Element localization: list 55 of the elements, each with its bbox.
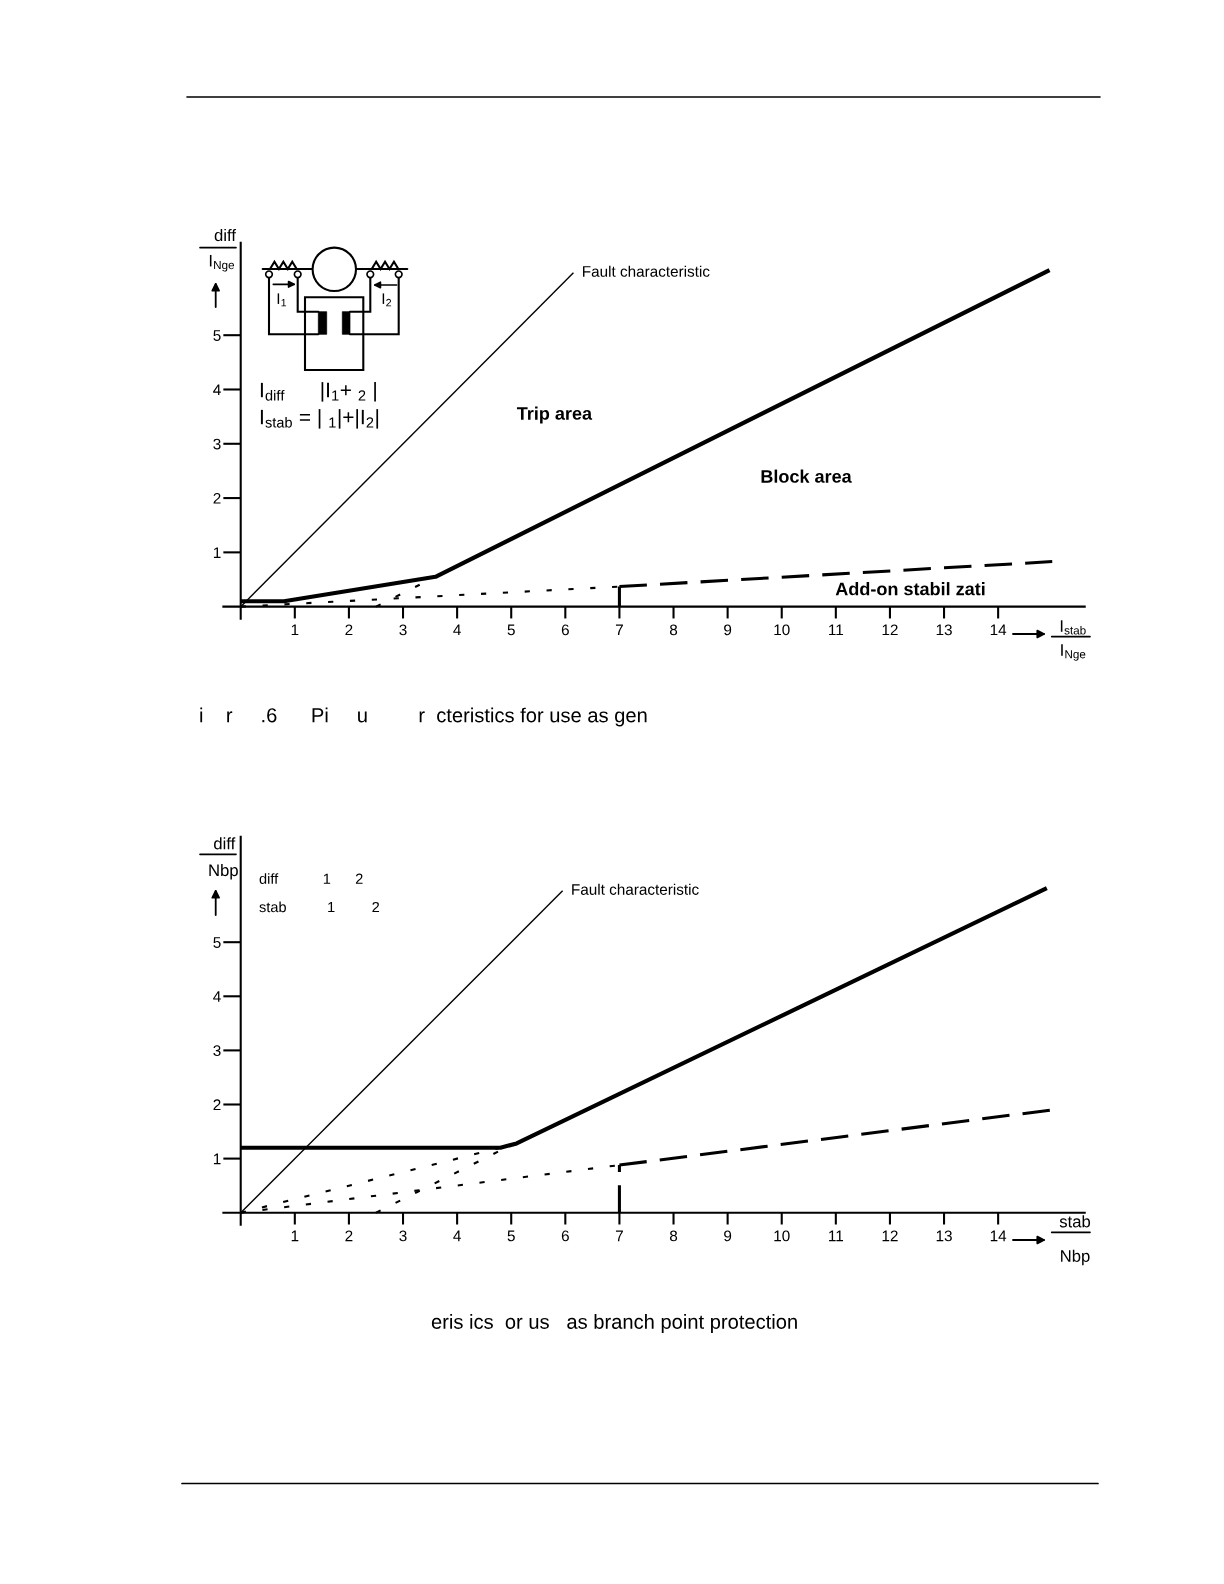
annotation: I$_{stab}$ = | $_{1}$|+|I$_{2}$| bbox=[260, 409, 379, 429]
x-tick-label: 9 bbox=[724, 1230, 732, 1242]
x-tick-label: 11 bbox=[829, 1230, 844, 1242]
annotation: Trip area bbox=[516, 406, 593, 424]
y-tick-label: 3 bbox=[213, 1045, 221, 1057]
series-label: Fault characteristic bbox=[572, 883, 699, 895]
x-tick-label: 7 bbox=[615, 624, 623, 636]
y-tick-label: 2 bbox=[213, 492, 221, 504]
x-tick-label: 12 bbox=[882, 1230, 898, 1242]
y-tick-label: 5 bbox=[213, 937, 221, 948]
x-tick-label: 10 bbox=[774, 1230, 790, 1242]
y-tick-label: 4 bbox=[213, 384, 221, 396]
x-tick-label: 14 bbox=[990, 624, 1007, 636]
y-tick-label: 2 bbox=[213, 1099, 221, 1111]
x-tick-label: 7 bbox=[615, 1230, 623, 1242]
x-tick-label: 6 bbox=[561, 624, 569, 636]
x-tick-label: 2 bbox=[345, 624, 353, 636]
y-tick-label: 3 bbox=[213, 438, 221, 450]
x-tick-label: 8 bbox=[669, 624, 678, 636]
annotation: I$_{1}$ bbox=[277, 293, 287, 307]
text: eris ics or us as branch point protection bbox=[431, 1314, 797, 1333]
x-tick-label: 5 bbox=[507, 624, 515, 636]
annotation: Add-on stabil zati bbox=[835, 582, 985, 596]
y-tick-label: 1 bbox=[213, 1153, 221, 1165]
y-tick-label: 4 bbox=[213, 991, 221, 1002]
text: i r .6 Pi u r cteristics for use as gen bbox=[200, 707, 647, 727]
annotation: stab 1 2 bbox=[259, 901, 380, 913]
text: I$_{diff}$ |I$_{1}$+ $_{2}$ | bbox=[260, 382, 376, 402]
annotation: I$_{2}$ bbox=[382, 293, 392, 307]
y-axis-title: diff Nbp bbox=[209, 837, 238, 880]
x-tick-label: 10 bbox=[774, 624, 790, 636]
x-tick-label: 6 bbox=[561, 1230, 569, 1242]
text: stab Nbp bbox=[1059, 1215, 1091, 1266]
x-tick-label: 1 bbox=[291, 624, 299, 636]
x-axis-title: I$_{stab}$ I$_{Nge}$ bbox=[1060, 620, 1086, 661]
x-tick-label: 3 bbox=[399, 624, 407, 636]
x-tick-label: 11 bbox=[829, 624, 844, 636]
annotation: diff 1 2 bbox=[259, 873, 363, 884]
y-axis-title: diff I$_{Nge}$ bbox=[209, 228, 236, 272]
x-tick-label: 13 bbox=[936, 1230, 952, 1242]
annotation: Block area bbox=[761, 469, 852, 483]
x-tick-label: 3 bbox=[399, 1230, 407, 1242]
x-tick-label: 4 bbox=[453, 624, 461, 636]
x-tick-label: 12 bbox=[882, 624, 898, 636]
x-tick-label: 5 bbox=[507, 1230, 515, 1242]
x-tick-label: 1 bbox=[291, 1230, 299, 1242]
y-tick-label: 5 bbox=[213, 330, 221, 341]
x-tick-label: 9 bbox=[724, 624, 732, 636]
series-label: Fault characteristic bbox=[583, 265, 710, 277]
x-tick-label: 13 bbox=[936, 624, 952, 636]
y-tick-label: 1 bbox=[213, 547, 221, 558]
x-tick-label: 4 bbox=[453, 1230, 461, 1242]
x-tick-label: 2 bbox=[345, 1230, 353, 1242]
x-tick-label: 8 bbox=[669, 1230, 678, 1242]
x-tick-label: 14 bbox=[990, 1230, 1007, 1242]
